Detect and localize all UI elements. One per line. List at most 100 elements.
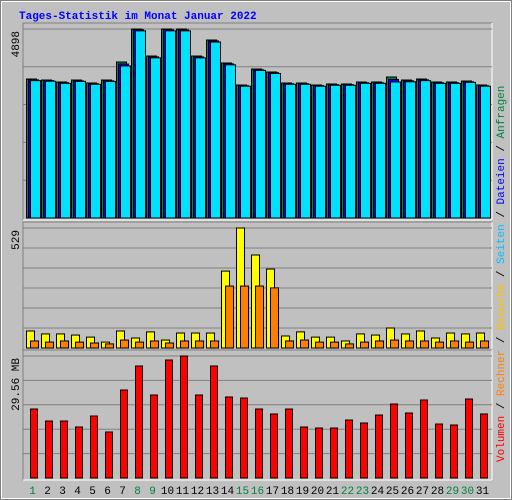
bar: [405, 340, 414, 349]
bar: [420, 399, 428, 479]
bar: [105, 80, 116, 219]
bar: [135, 365, 143, 479]
bar: [330, 84, 341, 219]
x-tick-label: 8: [134, 486, 141, 498]
bar: [240, 397, 248, 479]
bar: [330, 427, 338, 479]
bar: [165, 342, 174, 349]
x-tick-label: 2: [44, 486, 51, 498]
bar: [360, 422, 368, 479]
x-tick-label: 13: [206, 486, 219, 498]
bar: [75, 341, 84, 349]
bar: [240, 85, 251, 219]
bar: [450, 424, 458, 479]
x-tick-label: 23: [356, 486, 369, 498]
bar: [150, 394, 158, 479]
bar: [75, 80, 86, 219]
y-tick-label: 4898: [11, 31, 23, 57]
x-tick-label: 9: [149, 486, 156, 498]
y-tick-label: 529: [11, 230, 23, 250]
bar: [30, 408, 38, 479]
x-tick-label: 31: [476, 486, 490, 498]
bar: [375, 82, 386, 219]
x-tick-label: 10: [161, 486, 174, 498]
bar: [210, 340, 219, 349]
bar: [195, 57, 206, 219]
bar: [360, 82, 371, 219]
bar: [195, 394, 203, 479]
bar: [180, 30, 191, 219]
x-tick-label: 4: [74, 486, 81, 498]
bar: [375, 414, 383, 479]
bar: [240, 285, 249, 349]
bar: [210, 365, 218, 479]
x-tick-label: 20: [311, 486, 324, 498]
bar: [405, 412, 413, 479]
x-tick-label: 17: [266, 486, 279, 498]
x-tick-label: 25: [386, 486, 399, 498]
bar: [435, 423, 443, 479]
bar: [315, 341, 324, 349]
bar: [195, 340, 204, 349]
bar: [285, 340, 294, 349]
bar: [180, 340, 189, 349]
bar: [120, 339, 129, 349]
bar: [330, 341, 339, 349]
bar: [435, 341, 444, 349]
bar: [450, 340, 459, 349]
bar: [135, 30, 146, 219]
bar: [435, 82, 446, 219]
bar: [270, 413, 278, 479]
bar: [210, 41, 221, 219]
bar: [270, 287, 279, 349]
bar: [390, 403, 398, 479]
bar: [105, 343, 114, 349]
bar: [165, 359, 173, 479]
bar: [480, 85, 491, 219]
bar: [405, 81, 416, 219]
x-tick-label: 19: [296, 486, 309, 498]
legend-separator: /: [496, 396, 508, 416]
x-tick-label: 5: [89, 486, 96, 498]
bar: [255, 69, 266, 219]
x-tick-label: 28: [431, 486, 444, 498]
x-tick-label: 11: [176, 486, 190, 498]
x-tick-label: 30: [461, 486, 474, 498]
legend-separator: /: [496, 138, 508, 158]
legend: Volumen / Rechner / Besuche / Seiten / D…: [496, 66, 508, 495]
bar: [390, 81, 401, 219]
bar: [30, 80, 41, 219]
legend-separator: /: [496, 330, 508, 350]
y-tick-label: 29.56 MB: [11, 358, 23, 411]
bar: [390, 339, 399, 349]
bar: [345, 419, 353, 479]
legend-entry: Rechner: [496, 350, 508, 396]
x-tick-label: 12: [191, 486, 204, 498]
bar: [150, 340, 159, 349]
bar: [90, 342, 99, 349]
bar: [270, 72, 281, 219]
x-tick-label: 29: [446, 486, 459, 498]
x-tick-label: 27: [416, 486, 429, 498]
legend-entry: Volumen: [496, 416, 508, 462]
bar: [105, 431, 113, 479]
bar: [375, 340, 384, 349]
bar: [60, 420, 68, 479]
legend-entry: Besuche: [496, 284, 508, 330]
legend-entry: Anfragen: [496, 86, 508, 139]
bar: [345, 343, 354, 349]
x-tick-label: 6: [104, 486, 111, 498]
bar: [225, 285, 234, 349]
bar: [465, 81, 476, 219]
bar: [450, 82, 461, 219]
x-tick-label: 3: [59, 486, 66, 498]
bar: [420, 80, 431, 219]
bar: [45, 420, 53, 479]
bar: [135, 341, 144, 349]
x-tick-label: 1: [29, 486, 36, 498]
bar: [90, 83, 101, 219]
bar: [60, 82, 71, 219]
bar: [300, 426, 308, 479]
